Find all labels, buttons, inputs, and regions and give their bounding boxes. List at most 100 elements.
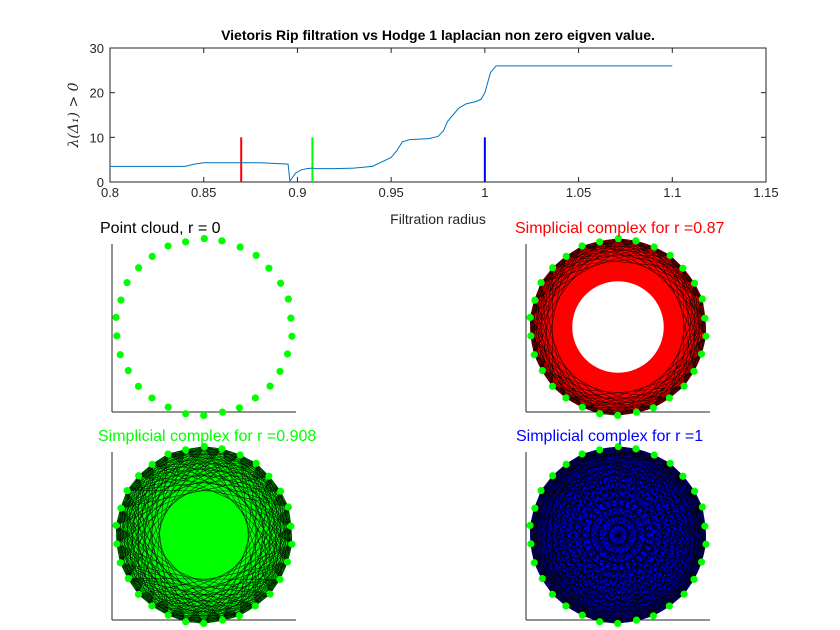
complex-edge (552, 506, 703, 595)
complex-edge (168, 525, 292, 616)
complex-edge (116, 454, 241, 545)
complex-edge (669, 255, 707, 337)
complex-edge (599, 449, 702, 563)
complex-edge (618, 446, 706, 527)
x-tick-label: 0.8 (101, 185, 119, 200)
complex-edge (239, 454, 288, 563)
complex-edge (269, 491, 281, 595)
complex-edge (120, 448, 223, 563)
complex-edge (542, 578, 600, 622)
complex-edge (529, 525, 637, 621)
complex-green-drawing (112, 442, 296, 628)
complex-edge (534, 562, 685, 595)
complex-edge (120, 562, 271, 595)
vertex-point (200, 442, 208, 451)
vertex-point (164, 611, 172, 619)
complex-edge (542, 370, 600, 414)
complex-edge (138, 454, 241, 477)
complex-edge (168, 453, 257, 464)
complex-edge (599, 241, 703, 300)
complex-edge (239, 525, 292, 616)
complex-edge (534, 238, 619, 301)
vertex-point (650, 451, 658, 459)
complex-edge (204, 446, 292, 527)
complex-edge (115, 464, 153, 526)
vertex-point (164, 242, 172, 250)
complex-edge (599, 593, 685, 623)
vertex-point (549, 472, 557, 480)
complex-edge (653, 317, 706, 408)
vertex-point (251, 602, 259, 610)
complex-edge (185, 449, 293, 545)
complex-edge (599, 449, 707, 545)
vertex-point (287, 314, 295, 322)
vertex-point (548, 382, 557, 390)
vertex-point (614, 442, 622, 451)
complex-edge (530, 256, 567, 337)
complex-edge (529, 453, 583, 526)
complex-edge (255, 506, 289, 607)
vertex-point (702, 540, 710, 548)
complex-edge (530, 335, 618, 416)
complex-red-title: Simplicial complex for r =0.87 (515, 220, 725, 237)
complex-edge (126, 448, 223, 491)
vertex-point (200, 411, 208, 420)
complex-edge (530, 543, 685, 595)
complex-edge (128, 453, 169, 579)
complex-edge (565, 464, 583, 616)
complex-edge (534, 245, 583, 301)
complex-edge (152, 464, 269, 477)
complex-edge (126, 490, 169, 616)
vertex-point (680, 382, 688, 390)
complex-edge (529, 241, 600, 318)
complex-edge (653, 246, 706, 319)
complex-edge (566, 464, 695, 492)
vertex-point (182, 410, 190, 418)
complex-edge (534, 449, 600, 563)
complex-edge (119, 475, 139, 563)
complex-edge (168, 453, 241, 456)
complex-edge (599, 449, 703, 508)
complex-edge (635, 240, 703, 300)
complex-edge (152, 464, 289, 508)
complex-edge (530, 453, 583, 545)
y-axis-ticks: 0 10 20 30 (90, 41, 766, 190)
complex-edge (116, 543, 204, 624)
complex-edge (534, 449, 600, 509)
complex-edge (115, 463, 257, 526)
vertex-point (252, 251, 260, 259)
complex-edge (185, 449, 241, 456)
vertex-point (578, 403, 586, 411)
complex-edge (185, 449, 288, 563)
complex-edge (120, 446, 205, 509)
complex-fill (530, 239, 706, 415)
complex-edge (669, 298, 703, 399)
complex-edge (268, 476, 281, 580)
complex-edge (540, 282, 543, 371)
y-axis-label: λ(Δ₁) > 0 (66, 82, 82, 148)
vertex-point (666, 251, 674, 259)
complex-edge (530, 543, 618, 624)
complex-edge (128, 578, 169, 616)
vertex-point (632, 408, 641, 416)
complex-edge (582, 245, 655, 248)
complex-edge (116, 448, 223, 545)
vertex-point (650, 243, 658, 251)
complex-edge (255, 561, 288, 607)
complex-edge (534, 561, 702, 564)
complex-edge (552, 475, 685, 595)
complex-edge (599, 449, 655, 456)
vertex-point (698, 295, 706, 303)
complex-edge (582, 453, 671, 464)
complex-edge (185, 449, 269, 477)
complex-edge (540, 490, 670, 607)
complex-edge (552, 449, 600, 595)
chart-title: Vietoris Rip filtration vs Hodge 1 lapla… (221, 27, 655, 43)
radius-markers (240, 137, 486, 182)
complex-edge (168, 593, 271, 616)
vertex-point (614, 411, 622, 420)
vertex-point (200, 234, 208, 243)
complex-edge (565, 397, 637, 413)
complex-edge (581, 453, 706, 527)
vertex-point (134, 382, 143, 390)
